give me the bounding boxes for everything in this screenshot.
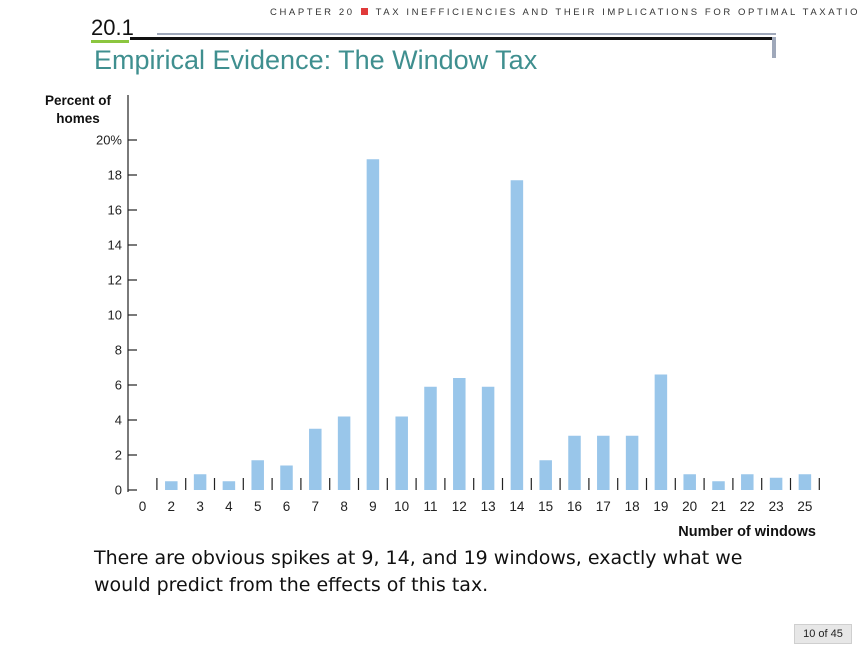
y-tick-label: 20% xyxy=(96,133,122,148)
x-tick-label: 23 xyxy=(769,499,784,514)
bars xyxy=(165,159,812,490)
x-tick-label: 19 xyxy=(653,499,668,514)
y-axis-label-line2: homes xyxy=(56,111,100,126)
y-tick-label: 4 xyxy=(115,413,122,428)
y-tick-label: 18 xyxy=(108,168,122,183)
x-tick-label: 11 xyxy=(423,499,437,514)
x-tick-label: 9 xyxy=(369,499,377,514)
section-underline xyxy=(91,40,129,43)
y-tick-label: 10 xyxy=(108,308,122,323)
caption-text: There are obvious spikes at 9, 14, and 1… xyxy=(94,547,743,596)
x-tick-label: 0 xyxy=(139,499,147,514)
header-rule-top xyxy=(157,33,776,35)
x-tick-label: 17 xyxy=(596,499,611,514)
x-tick-label: 3 xyxy=(196,499,204,514)
chapter-label: CHAPTER 20 xyxy=(270,7,355,18)
x-tick-label: 25 xyxy=(797,499,812,514)
x-tick-label: 7 xyxy=(312,499,320,514)
x-tick-label: 2 xyxy=(168,499,176,514)
y-tick-label: 14 xyxy=(108,238,122,253)
bar xyxy=(568,435,581,490)
header-rule-bottom xyxy=(130,37,776,40)
y-tick-label: 12 xyxy=(108,273,122,288)
bar xyxy=(654,374,668,490)
x-tick-label: 8 xyxy=(340,499,348,514)
section-number: 20.1 xyxy=(91,15,134,40)
x-tick-label: 12 xyxy=(452,499,467,514)
bar xyxy=(280,465,293,490)
x-tick-label: 4 xyxy=(225,499,233,514)
bar xyxy=(769,477,783,490)
x-tick-label: 14 xyxy=(509,499,525,514)
bar xyxy=(165,481,178,490)
y-tick-label: 8 xyxy=(115,343,122,358)
bar xyxy=(712,481,725,490)
y-tick-label: 16 xyxy=(108,203,122,218)
bar xyxy=(683,474,696,490)
bar xyxy=(222,481,236,490)
x-tick-label: 21 xyxy=(711,499,726,514)
x-tick-label: 18 xyxy=(625,499,640,514)
square-bullet-icon xyxy=(360,8,368,15)
bar xyxy=(625,435,639,490)
header-rule-side xyxy=(772,37,776,58)
page-title: Empirical Evidence: The Window Tax xyxy=(94,45,538,75)
bar xyxy=(510,180,524,490)
y-axis: 0 2 4 6 8 10 12 14 16 18 20% xyxy=(96,95,137,498)
page-counter: 10 of 45 xyxy=(794,624,852,644)
chapter-header: CHAPTER 20 TAX INEFFICIENCIES AND THEIR I… xyxy=(270,7,860,18)
bar xyxy=(424,386,437,490)
x-tick-label: 6 xyxy=(283,499,291,514)
bar xyxy=(193,474,207,490)
bar xyxy=(597,435,610,490)
x-axis-label: Number of windows xyxy=(678,524,816,540)
chapter-title: TAX INEFFICIENCIES AND THEIR IMPLICATION… xyxy=(375,7,860,18)
x-tick-label: 15 xyxy=(538,499,553,514)
bar xyxy=(481,386,495,490)
bar xyxy=(309,428,322,490)
y-tick-label: 2 xyxy=(115,448,122,463)
bar xyxy=(395,416,408,490)
x-tick-label: 13 xyxy=(481,499,496,514)
bar xyxy=(453,378,466,490)
bar xyxy=(366,159,380,490)
bar xyxy=(251,460,264,490)
y-tick-label: 6 xyxy=(115,378,122,393)
bar xyxy=(539,460,552,490)
y-axis-label-line1: Percent of xyxy=(45,93,112,108)
x-axis: 0 2 3 4 5 6 7 8 9 10 11 12 13 14 15 16 17 18 19 20 21 22 23 25 xyxy=(139,478,820,514)
x-tick-label: 10 xyxy=(394,499,409,514)
bar xyxy=(337,416,351,490)
x-tick-label: 22 xyxy=(740,499,755,514)
x-tick-label: 20 xyxy=(682,499,697,514)
x-tick-label: 5 xyxy=(254,499,262,514)
bar xyxy=(741,474,754,490)
bar xyxy=(798,474,812,490)
y-tick-label: 0 xyxy=(115,483,122,498)
x-tick-label: 16 xyxy=(567,499,582,514)
